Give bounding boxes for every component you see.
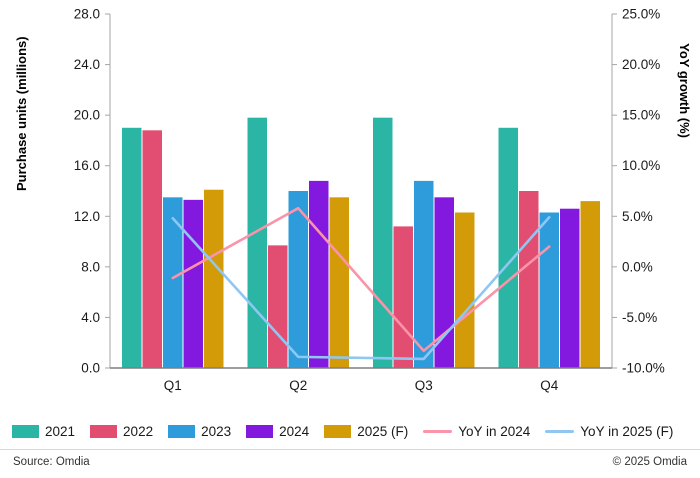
y-left-tick-label: 28.0 <box>74 7 100 22</box>
line-yoy-in-2024 <box>171 206 551 353</box>
x-axis-label: Q1 <box>164 378 182 393</box>
bar-2025F-Q2 <box>329 197 349 368</box>
legend-item-yoy-in-2025-f-: YoY in 2025 (F) <box>545 424 673 439</box>
y-left-tick-label: 4.0 <box>81 310 100 325</box>
bar-2021-Q2 <box>247 117 267 369</box>
x-axis-label: Q3 <box>415 378 433 393</box>
bar-2023-Q2 <box>288 191 308 368</box>
x-axis-label: Q2 <box>289 378 307 393</box>
line-yoy-in-2025-f- <box>171 215 551 361</box>
legend-item-2025F: 2025 (F) <box>324 424 408 439</box>
legend-swatch <box>324 424 352 438</box>
y-right-tick-label: 20.0% <box>622 57 660 72</box>
bar-2023-Q1 <box>163 197 183 368</box>
legend-item-2022: 2022 <box>90 424 153 439</box>
bar-2021-Q3 <box>373 117 393 369</box>
bar-2021-Q1 <box>122 127 142 369</box>
legend-item-2021: 2021 <box>12 424 75 439</box>
x-axis-label: Q4 <box>540 378 559 393</box>
legend-swatch <box>12 424 39 438</box>
legend-swatch <box>90 424 118 438</box>
y-left-tick-label: 0.0 <box>81 361 100 376</box>
legend-label: 2024 <box>279 423 310 439</box>
y-right-tick-label: 25.0% <box>622 7 660 22</box>
y-right-tick-label: -10.0% <box>622 361 665 376</box>
bar-2022-Q3 <box>393 226 413 368</box>
bar-2024-Q1 <box>183 199 203 368</box>
legend-item-yoy-in-2024: YoY in 2024 <box>423 424 530 439</box>
y-right-tick-label: 0.0% <box>622 259 653 274</box>
y-left-tick-label: 24.0 <box>74 57 100 72</box>
legend-item-2023: 2023 <box>168 424 231 439</box>
bar-2022-Q1 <box>142 130 162 368</box>
bar-2023-Q4 <box>539 212 559 368</box>
y-left-tick-label: 20.0 <box>74 108 100 123</box>
legend-swatch <box>168 424 196 438</box>
bar-2023-Q3 <box>414 180 434 368</box>
bar-2022-Q2 <box>268 245 288 368</box>
bar-2025F-Q1 <box>204 189 224 368</box>
y-right-tick-label: 15.0% <box>622 108 660 123</box>
y-right-tick-label: 10.0% <box>622 158 660 173</box>
bar-2025F-Q3 <box>455 212 475 368</box>
y-right-tick-label: 5.0% <box>622 209 653 224</box>
bar-2024-Q4 <box>560 208 580 368</box>
combo-chart: 0.0 4.0 8.0 12.0 16.0 20.0 24.0 28.0 -10.0% -5.0%… <box>74 7 665 394</box>
legend-label: YoY in 2025 (F) <box>580 423 674 439</box>
y-left-tick-label: 12.0 <box>74 209 100 224</box>
right-axis-title: YoY growth (%) <box>677 43 692 138</box>
footer-divider <box>0 449 700 450</box>
copyright-label: © 2025 Omdia <box>612 456 687 468</box>
bar-2025F-Q4 <box>580 201 600 368</box>
legend-label: 2025 (F) <box>357 423 409 439</box>
legend-label: YoY in 2024 <box>458 423 531 439</box>
bar-2021-Q4 <box>498 127 518 369</box>
legend-swatch <box>246 424 274 438</box>
bar-2024-Q2 <box>309 180 329 368</box>
bar-2022-Q4 <box>519 191 539 368</box>
legend-label: 2021 <box>45 423 76 439</box>
legend-label: 2022 <box>123 423 154 439</box>
y-left-tick-label: 16.0 <box>74 158 100 173</box>
legend-label: 2023 <box>201 423 232 439</box>
y-left-tick-label: 8.0 <box>81 259 100 274</box>
source-label: Source: Omdia <box>13 456 90 468</box>
legend-item-2024: 2024 <box>246 424 309 439</box>
legend-swatch <box>423 429 453 433</box>
y-right-tick-label: -5.0% <box>622 310 657 325</box>
left-axis-title: Purchase units (millions) <box>14 36 29 191</box>
chart-legend: 2021 2022 2023 2024 2025 (F) YoY in 2024 YoY i… <box>12 420 694 442</box>
bar-2024-Q3 <box>434 197 454 368</box>
legend-swatch <box>545 429 575 433</box>
